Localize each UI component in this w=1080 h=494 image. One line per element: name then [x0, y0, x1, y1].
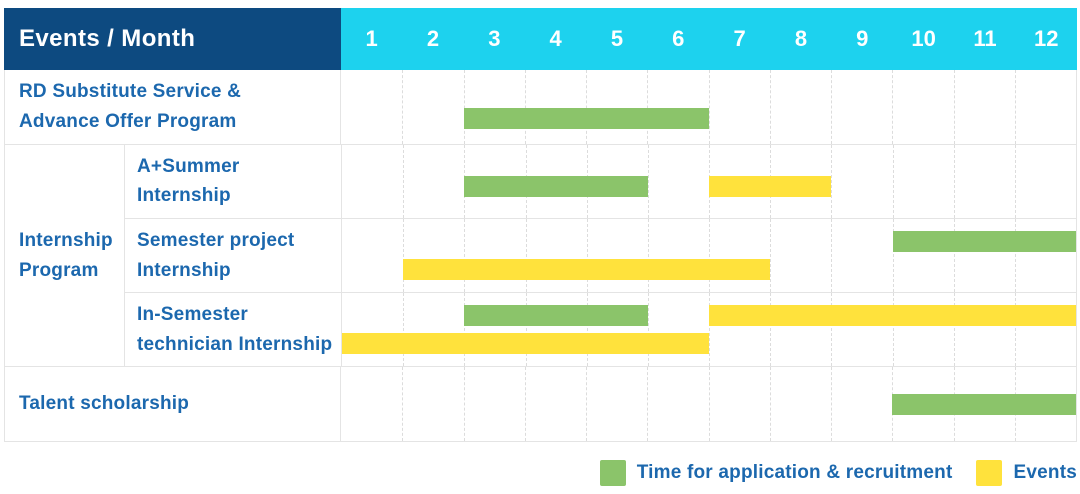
row-label-semester-project: Semester project Internship — [125, 218, 342, 293]
month-gridline — [403, 144, 405, 218]
month-gridline — [769, 70, 771, 144]
month-gridline — [831, 367, 832, 441]
month-header-row: 1 2 3 4 5 6 7 8 9 10 11 12 — [341, 8, 1077, 70]
month-gridline — [1014, 218, 1016, 293]
gantt-bar-yellow — [403, 258, 771, 280]
gantt-bar-yellow — [342, 333, 709, 355]
gantt-bar-yellow — [709, 175, 832, 197]
month-gridline — [402, 70, 404, 144]
month-gridline — [647, 367, 649, 441]
gantt-table: Events / Month 1 2 3 4 5 6 7 8 9 10 11 12 RD Substi… — [4, 8, 1077, 442]
month-gridline — [464, 293, 466, 367]
month-gridline — [463, 70, 465, 144]
legend: Time for application & recruitment Event… — [599, 460, 1077, 486]
month-gridline — [586, 367, 587, 441]
month-gridline — [709, 293, 710, 367]
table-row: In-Semester technician Internship — [125, 292, 1076, 367]
month-gridline — [953, 144, 955, 218]
row-label-in-semester-technician: In-Semester technician Internship — [125, 293, 342, 367]
month-gridline — [524, 70, 526, 144]
gantt-bar-green — [892, 394, 1076, 416]
month-gridline — [892, 293, 894, 367]
chart-cell — [341, 367, 1076, 441]
month-gridline — [892, 70, 894, 144]
month-gridline — [647, 144, 649, 218]
month-header-cell: 7 — [733, 26, 746, 51]
month-gridline — [586, 70, 587, 144]
group-label-internship-program: Internship Program — [5, 144, 125, 367]
table-header-row: Events / Month 1 2 3 4 5 6 7 8 9 10 11 12 — [4, 8, 1077, 70]
month-gridline — [770, 293, 772, 367]
month-gridline — [1014, 293, 1016, 367]
month-gridline — [524, 367, 526, 441]
month-gridline — [1014, 144, 1016, 218]
table-row: Semester project Internship — [125, 217, 1076, 293]
month-header-cell: 12 — [1034, 26, 1059, 51]
month-gridline — [525, 293, 527, 367]
month-gridline — [402, 367, 404, 441]
month-gridline — [586, 218, 588, 293]
month-header-cell: 5 — [610, 26, 624, 51]
month-gridline — [831, 218, 833, 293]
chart-cell — [342, 218, 1076, 293]
events-month-header-label: Events / Month — [4, 8, 341, 70]
month-gridline — [708, 367, 710, 441]
green-swatch-icon — [599, 460, 626, 486]
month-gridline — [831, 70, 832, 144]
yellow-swatch-icon — [976, 460, 1003, 486]
month-header-cell: 2 — [426, 26, 440, 51]
month-gridline — [586, 293, 588, 367]
month-header-cell: 3 — [488, 26, 501, 51]
table-row: RD Substitute Service & Advance Offer Pr… — [5, 70, 1076, 144]
month-gridline — [463, 367, 465, 441]
month-gridline — [953, 70, 955, 144]
month-header-cell: 9 — [856, 26, 869, 51]
month-header-cell: 10 — [911, 26, 936, 51]
month-gridline — [770, 218, 772, 293]
row-label-a-plus-summer: A+Summer Internship — [125, 144, 342, 218]
month-header-cell: 11 — [973, 26, 997, 51]
legend-item-application-recruitment: Time for application & recruitment — [599, 460, 953, 486]
month-header-cell: 4 — [549, 26, 562, 51]
chart-cell — [342, 293, 1076, 367]
month-gridline — [647, 70, 649, 144]
table-row: Talent scholarship — [5, 366, 1076, 441]
row-label-talent-scholarship: Talent scholarship — [5, 367, 341, 441]
month-gridline — [709, 218, 710, 293]
chart-cell — [342, 144, 1076, 218]
month-gridline — [403, 293, 405, 367]
gantt-bar-green — [892, 230, 1076, 252]
month-gridline — [769, 367, 771, 441]
month-gridline — [892, 144, 894, 218]
chart-cell — [341, 70, 1076, 144]
gantt-bar-green — [464, 305, 648, 327]
month-header-cell: 8 — [794, 26, 808, 51]
gantt-body: RD Substitute Service & Advance Offer Pr… — [4, 70, 1077, 442]
month-gridline — [831, 144, 833, 218]
gantt-bar-green — [463, 108, 709, 129]
gantt-bar-yellow — [709, 305, 1076, 327]
group-rows: A+Summer Internship Semester project Int… — [125, 144, 1076, 367]
month-gridline — [464, 218, 466, 293]
row-label-rd-substitute: RD Substitute Service & Advance Offer Pr… — [5, 70, 341, 144]
month-gridline — [647, 218, 649, 293]
month-header-cell: 6 — [672, 26, 685, 51]
month-gridline — [831, 293, 833, 367]
table-row: A+Summer Internship — [125, 144, 1076, 218]
month-gridline — [525, 218, 527, 293]
month-gridline — [1014, 70, 1016, 144]
month-gridline — [708, 70, 710, 144]
month-gridline — [953, 218, 955, 293]
month-gridline — [953, 293, 955, 367]
month-gridline — [403, 218, 405, 293]
month-header-cell: 1 — [365, 26, 378, 51]
legend-label: Events — [1013, 462, 1077, 483]
legend-item-events: Events — [976, 460, 1077, 486]
internship-program-group: Internship Program A+Summer Internship S… — [5, 143, 1076, 367]
gantt-bar-green — [464, 175, 648, 197]
legend-label: Time for application & recruitment — [636, 462, 953, 483]
month-gridline — [892, 218, 894, 293]
month-gridline — [647, 293, 649, 367]
